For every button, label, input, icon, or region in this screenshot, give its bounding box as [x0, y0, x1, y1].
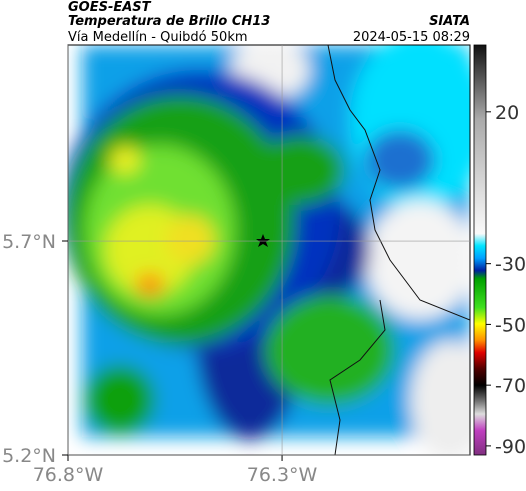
y-tick-label: 5.7°N: [2, 231, 56, 253]
satellite-image: [68, 45, 470, 455]
colorbar: [473, 44, 487, 456]
x-tick-label: 76.3°W: [247, 464, 318, 486]
colorbar-tick-label: -90: [495, 436, 526, 458]
colorbar-tick-label: -30: [495, 254, 526, 276]
colorbar-tick-label: 20: [495, 102, 519, 124]
colorbar-tick-label: -50: [495, 314, 526, 336]
timestamp: 2024-05-15 08:29: [353, 30, 470, 45]
city-marker: [256, 234, 270, 247]
colorbar-tick-label: -70: [495, 375, 526, 397]
title: GOES-EAST: [68, 0, 152, 15]
x-tick-label: 76.8°W: [33, 464, 104, 486]
y-tick-label: 5.2°N: [2, 445, 56, 467]
subtitle: Temperatura de Brillo CH13: [68, 14, 270, 29]
region: Vía Medellín - Quibdó 50km: [68, 30, 248, 45]
source: SIATA: [429, 14, 470, 29]
